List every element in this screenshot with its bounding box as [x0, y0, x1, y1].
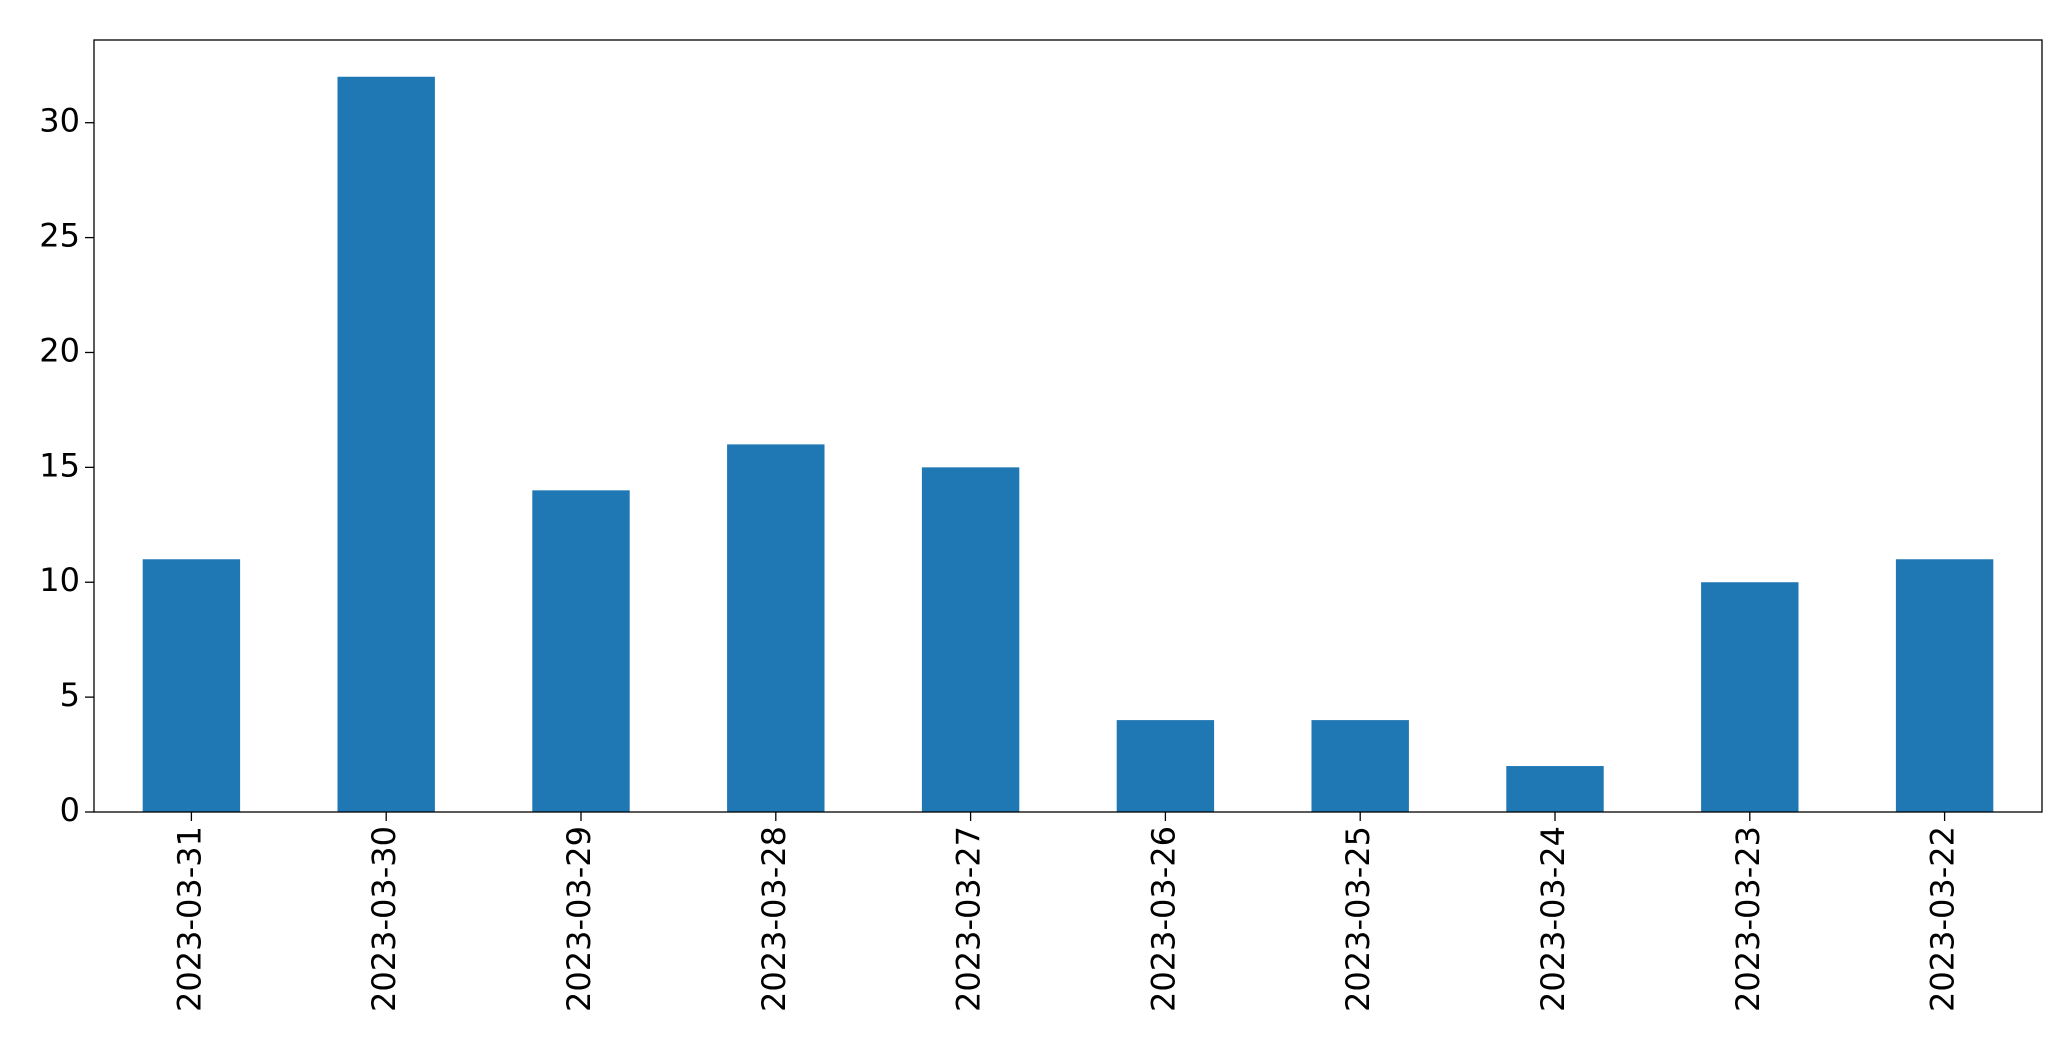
x-tick-label: 2023-03-25: [1339, 826, 1377, 1012]
y-tick-label: 30: [39, 102, 80, 140]
x-tick-label: 2023-03-30: [365, 826, 403, 1012]
x-tick-label: 2023-03-26: [1144, 826, 1182, 1012]
bar: [1116, 720, 1215, 812]
y-tick-label: 25: [39, 217, 80, 255]
x-tick-label: 2023-03-31: [170, 826, 208, 1012]
y-tick-label: 5: [60, 676, 80, 714]
bar: [337, 76, 435, 812]
bar: [727, 444, 825, 812]
bar: [532, 490, 630, 812]
x-tick-label: 2023-03-22: [1924, 826, 1962, 1012]
bar: [1506, 766, 1604, 812]
x-tick-label: 2023-03-28: [755, 826, 793, 1012]
x-tick-label: 2023-03-23: [1729, 826, 1767, 1012]
plot-frame: [93, 39, 2043, 813]
y-tick-label: 15: [39, 446, 80, 484]
y-tick-label: 20: [39, 331, 80, 369]
y-tick-label: 10: [39, 561, 80, 599]
bar: [1895, 559, 1994, 812]
x-tick-label: 2023-03-24: [1534, 826, 1572, 1012]
bar: [142, 559, 241, 812]
y-tick-label: 0: [60, 791, 80, 829]
x-tick-label: 2023-03-27: [950, 826, 988, 1012]
bar: [1311, 720, 1409, 812]
bar: [921, 467, 1020, 812]
x-tick-label: 2023-03-29: [560, 826, 598, 1012]
bar: [1701, 582, 1799, 812]
